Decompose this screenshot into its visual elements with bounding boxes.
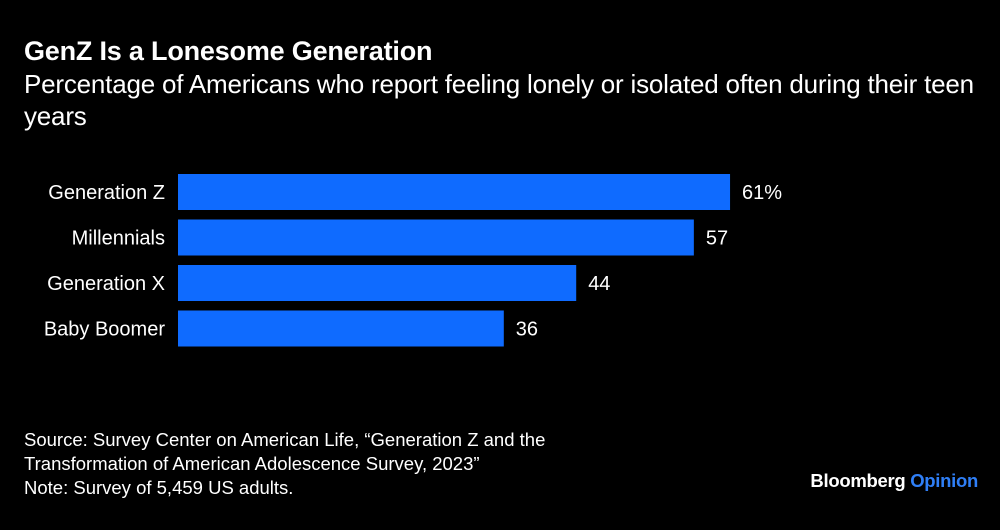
value-label-generation-z: 61% bbox=[742, 182, 782, 204]
chart-subtitle: Percentage of Americans who report feeli… bbox=[24, 69, 974, 131]
note-line: Note: Survey of 5,459 US adults. bbox=[24, 477, 294, 498]
category-label-baby-boomer: Baby Boomer bbox=[44, 319, 166, 341]
source-line-1: Source: Survey Center on American Life, … bbox=[24, 429, 546, 450]
bar-generation-z bbox=[178, 174, 731, 210]
brand-name: Bloomberg bbox=[810, 470, 906, 491]
category-label-generation-z: Generation Z bbox=[48, 182, 165, 204]
value-label-generation-x: 44 bbox=[588, 273, 610, 295]
source-line-2: Transformation of American Adolescence S… bbox=[24, 453, 480, 474]
bar-baby-boomer bbox=[178, 310, 504, 347]
category-label-generation-x: Generation X bbox=[47, 273, 165, 295]
bloomberg-opinion-logo: Bloomberg Opinion bbox=[810, 470, 978, 492]
category-label-millennials: Millennials bbox=[72, 228, 165, 250]
chart-footer: Source: Survey Center on American Life, … bbox=[24, 428, 545, 500]
bar-chart: Generation Z 61% Millennials 57 Generation X… bbox=[44, 174, 782, 347]
bar-millennials bbox=[178, 219, 694, 256]
bar-generation-x bbox=[178, 265, 577, 301]
value-label-baby-boomer: 36 bbox=[516, 319, 538, 341]
chart-title: GenZ Is a Lonesome Generation bbox=[24, 36, 433, 66]
brand-accent: Opinion bbox=[910, 470, 978, 491]
value-label-millennials: 57 bbox=[706, 228, 728, 250]
